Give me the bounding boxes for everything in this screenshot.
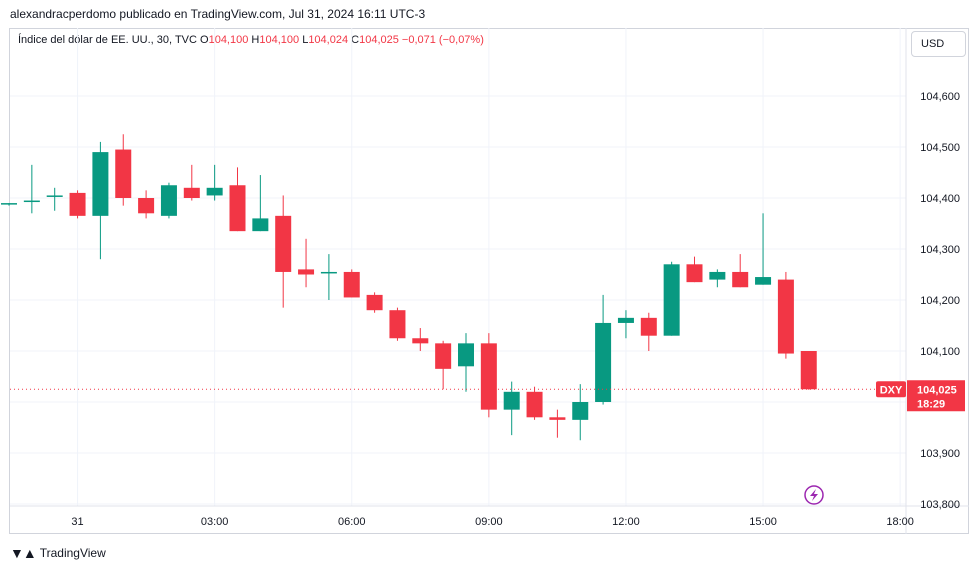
candle-body	[46, 195, 63, 197]
x-tick-label: 18:00	[886, 516, 914, 528]
candle-body	[138, 198, 155, 214]
candle-body	[298, 269, 315, 275]
publisher-header: alexandracperdomo publicado en TradingVi…	[10, 7, 426, 21]
lightning-bolt-icon	[810, 489, 818, 501]
y-tick-label: 104,200	[920, 295, 960, 307]
candle-body	[595, 322, 612, 402]
y-tick-label: 104,300	[920, 244, 960, 256]
close-value: 104,025	[359, 34, 399, 46]
high-label: H	[251, 34, 260, 46]
low-value: 104,024	[308, 34, 349, 46]
candle-body	[1, 203, 17, 205]
candle-body	[69, 192, 86, 216]
open-value: 104,100	[208, 34, 249, 46]
price-tag-countdown: 18:29	[917, 398, 945, 410]
candle-body	[755, 277, 772, 285]
candle-body	[275, 215, 292, 272]
x-tick-label: 12:00	[612, 516, 640, 528]
candle-body	[206, 187, 223, 196]
candle-body	[183, 187, 200, 198]
ticker-tag	[876, 381, 906, 398]
y-tick-label: 103,900	[920, 448, 960, 460]
ticker-label: DXY	[880, 384, 903, 396]
candle-body	[366, 294, 383, 311]
candle-body	[435, 343, 452, 369]
candle-body	[777, 279, 794, 354]
brand-name: TradingView	[39, 546, 106, 560]
low-label: L	[302, 34, 309, 46]
candle-body	[252, 218, 269, 232]
candle-body	[663, 264, 680, 336]
candle-body	[92, 152, 109, 216]
candle-body	[526, 391, 543, 418]
symbol-name: Índice del dólar de EE. UU., 30, TVC	[18, 34, 197, 46]
candle-body	[617, 317, 634, 323]
candle-body	[503, 391, 520, 410]
price-tag-value: 104,025	[917, 384, 957, 396]
tradingview-logo-icon: ▼▲	[10, 545, 37, 561]
x-tick-label: 31	[71, 516, 83, 528]
currency-button[interactable]: USD	[911, 31, 966, 57]
candle-body	[572, 402, 589, 420]
footer-brand: ▼▲ TradingView	[10, 545, 106, 561]
candle-body	[343, 271, 360, 298]
candle-body	[480, 343, 497, 410]
candle-body	[549, 417, 566, 420]
candle-body	[412, 338, 429, 344]
candle-body	[800, 351, 817, 390]
candle-body	[686, 264, 703, 283]
x-tick-label: 06:00	[338, 516, 366, 528]
candle-body	[732, 271, 749, 288]
price-tag	[907, 380, 965, 412]
high-value: 104,100	[259, 34, 300, 46]
x-tick-label: 09:00	[475, 516, 503, 528]
x-tick-label: 15:00	[749, 516, 777, 528]
candle-body	[640, 317, 657, 336]
y-tick-label: 104,100	[920, 346, 960, 358]
symbol-legend: Índice del dólar de EE. UU., 30, TVC O10…	[18, 34, 484, 46]
candle-body	[115, 149, 132, 198]
open-label: O	[200, 34, 209, 46]
candle-body	[23, 200, 40, 203]
y-tick-label: 103,800	[920, 499, 960, 511]
x-tick-label: 03:00	[201, 516, 229, 528]
y-tick-label: 104,400	[920, 193, 960, 205]
change-value: −0,071 (−0,07%)	[401, 34, 484, 46]
candle-body	[160, 185, 177, 216]
close-label: C	[351, 34, 360, 46]
candle-body	[389, 310, 406, 339]
y-tick-label: 104,500	[920, 142, 960, 154]
candle-body	[229, 185, 246, 232]
y-tick-label: 104,600	[920, 91, 960, 103]
candle-body	[320, 271, 337, 274]
candle-body	[458, 343, 474, 367]
candle-body	[709, 271, 726, 280]
